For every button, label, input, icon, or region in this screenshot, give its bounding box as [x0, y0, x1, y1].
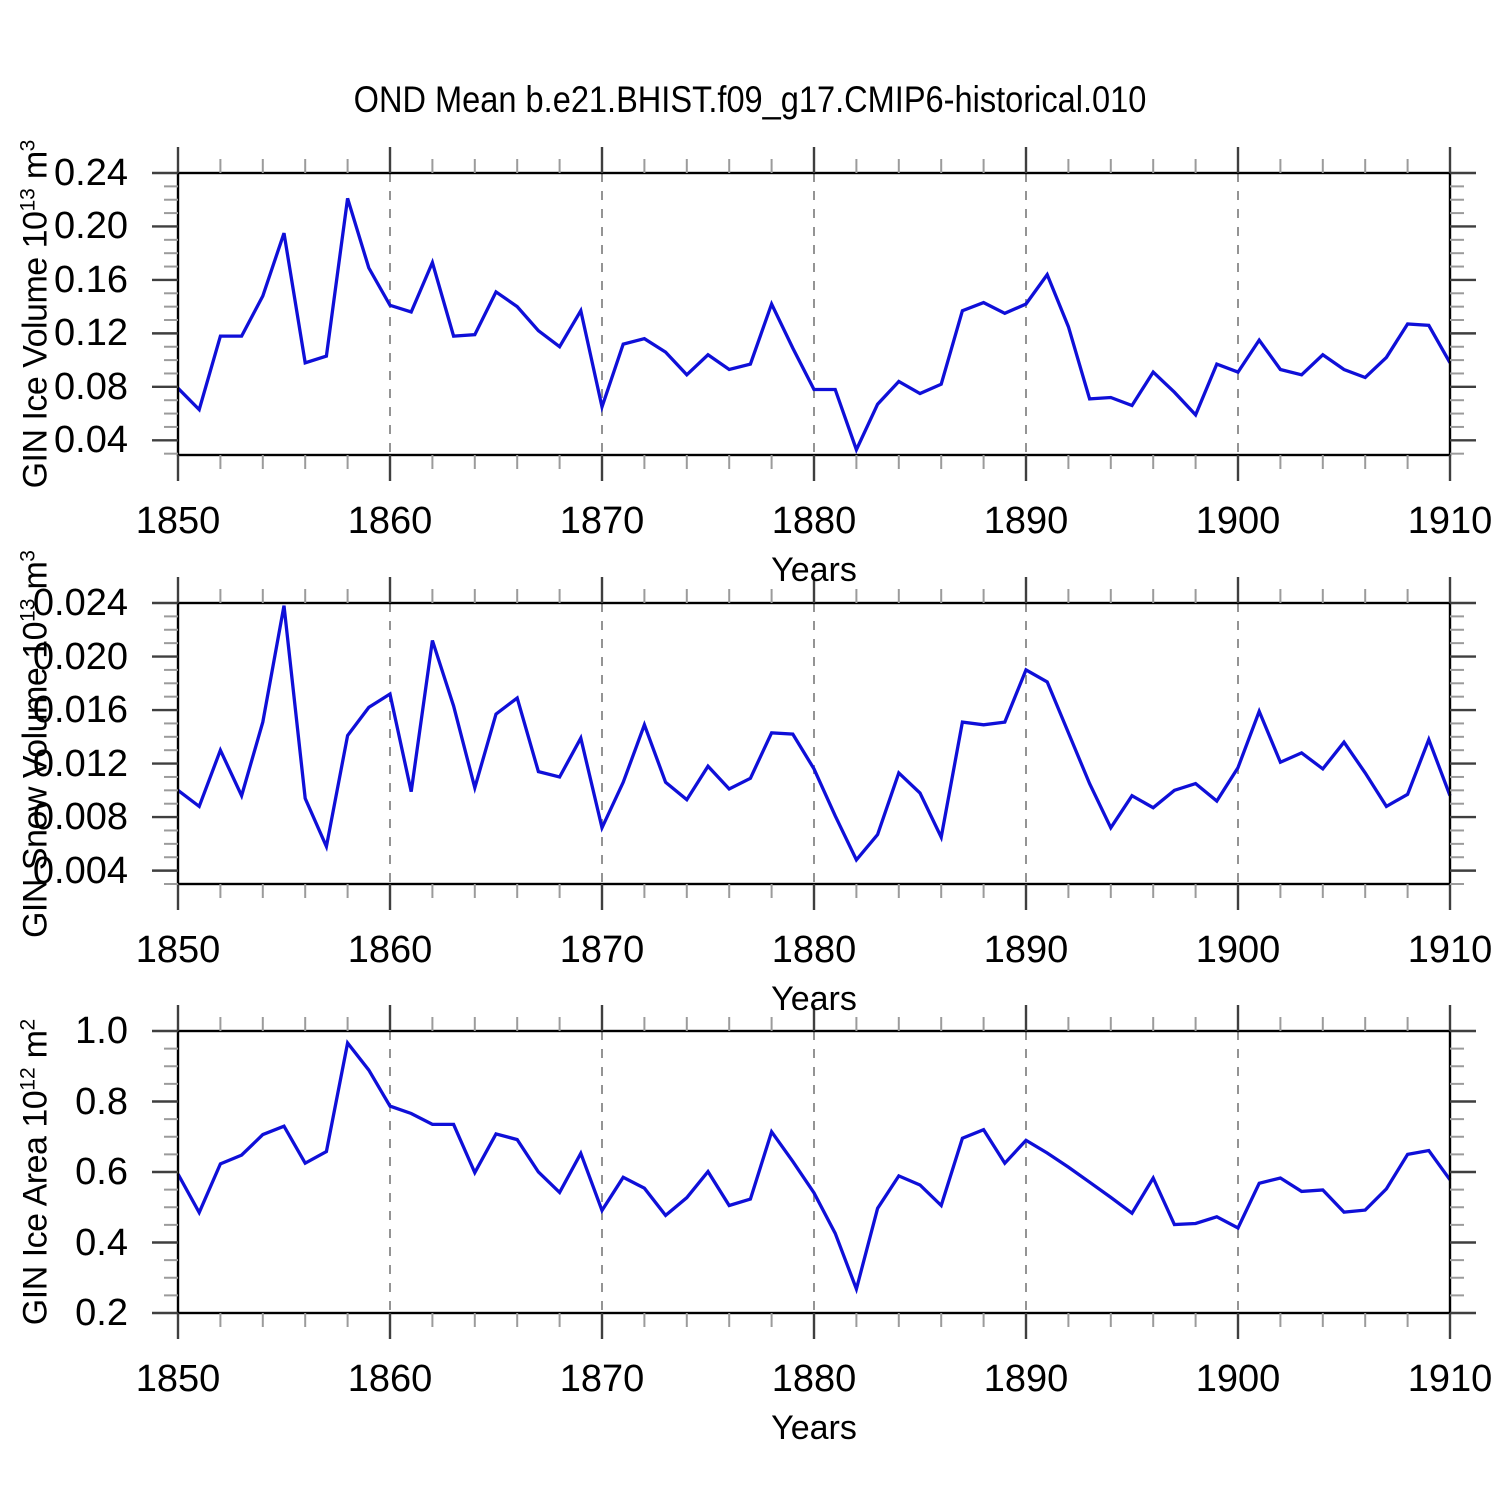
y-axis-title: GIN Ice Area 1012 m2 — [16, 1018, 58, 1326]
x-tick-label: 1870 — [559, 500, 645, 542]
x-tick-label: 1870 — [559, 929, 645, 971]
y-tick-label: 0.2 — [75, 1292, 128, 1334]
y-axis-title-superscript: 13 — [16, 598, 40, 622]
y-axis-title-superscript: 13 — [16, 188, 40, 212]
y-axis-title-superscript: 3 — [16, 139, 40, 152]
y-tick-label: 1.0 — [75, 1010, 128, 1052]
x-tick-label: 1880 — [771, 929, 857, 971]
y-tick-label: 0.004 — [32, 849, 128, 892]
x-tick-label: 1890 — [983, 1358, 1069, 1400]
y-axis-title-text: m — [16, 151, 55, 189]
y-tick-label: 0.024 — [32, 582, 128, 624]
y-axis-title-text: GIN Snow Volume 10 — [16, 621, 55, 938]
y-tick-label: 0.008 — [32, 796, 128, 839]
x-tick-label: 1910 — [1407, 929, 1493, 971]
y-tick-label: 0.16 — [54, 258, 128, 301]
y-tick-label: 0.016 — [32, 689, 128, 732]
panel-3-data-line — [176, 1039, 1452, 1295]
y-tick-label: 0.12 — [54, 312, 128, 355]
x-tick-label: 1860 — [347, 1358, 433, 1400]
x-tick-label: 1900 — [1195, 1358, 1281, 1400]
x-tick-label: 1880 — [771, 500, 857, 542]
x-tick-label: 1860 — [347, 500, 433, 542]
y-axis-title-superscript: 3 — [16, 549, 40, 562]
x-axis-title: Years — [771, 1409, 857, 1447]
y-tick-label: 0.8 — [75, 1080, 128, 1123]
chart-title: OND Mean b.e21.BHIST.f09_g17.CMIP6-histo… — [353, 79, 1147, 120]
panel-2-data-line — [177, 605, 1452, 863]
y-axis-title-text: m — [16, 561, 55, 598]
y-tick-label: 0.012 — [32, 742, 128, 785]
y-axis-title-superscript: 12 — [16, 1067, 40, 1091]
y-axis-title-text: GIN Ice Area 10 — [16, 1090, 55, 1326]
y-tick-label: 0.020 — [32, 635, 128, 678]
y-tick-label: 0.6 — [75, 1151, 128, 1193]
panel-1-data-line — [176, 197, 1452, 455]
y-axis-title-text: m — [16, 1030, 55, 1068]
x-tick-label: 1860 — [347, 929, 433, 971]
x-tick-label: 1900 — [1195, 500, 1281, 542]
y-tick-label: 0.24 — [54, 152, 128, 194]
x-axis-title: Years — [771, 551, 857, 589]
x-tick-label: 1850 — [135, 500, 221, 542]
y-axis-title: GIN Snow Volume 1013 m3 — [16, 549, 58, 938]
x-tick-label: 1890 — [983, 929, 1069, 971]
y-tick-label: 0.08 — [54, 365, 128, 408]
x-tick-label: 1910 — [1407, 1358, 1493, 1400]
y-axis-title-superscript: 2 — [16, 1018, 40, 1031]
x-tick-label: 1850 — [135, 929, 221, 971]
y-axis-title: GIN Ice Volume 1013 m3 — [16, 139, 58, 489]
y-tick-label: 0.20 — [54, 205, 128, 248]
y-tick-label: 0.04 — [54, 419, 128, 462]
x-tick-label: 1910 — [1407, 500, 1493, 542]
x-tick-label: 1880 — [771, 1358, 857, 1400]
x-tick-label: 1870 — [559, 1358, 645, 1400]
x-tick-label: 1900 — [1195, 929, 1281, 971]
y-axis-title-text: GIN Ice Volume 10 — [16, 211, 55, 489]
x-tick-label: 1850 — [135, 1358, 221, 1400]
x-axis-title: Years — [771, 980, 857, 1018]
y-tick-label: 0.4 — [75, 1221, 128, 1264]
x-tick-label: 1890 — [983, 500, 1069, 542]
